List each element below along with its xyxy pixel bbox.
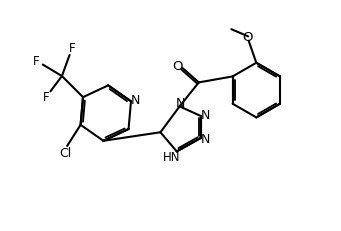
Text: F: F xyxy=(33,55,39,68)
Text: N: N xyxy=(201,133,210,146)
Text: O: O xyxy=(172,59,182,72)
Text: HN: HN xyxy=(163,151,181,164)
Text: N: N xyxy=(131,94,140,107)
Text: F: F xyxy=(43,91,50,104)
Text: N: N xyxy=(175,96,185,109)
Text: N: N xyxy=(201,109,210,122)
Text: O: O xyxy=(242,30,253,43)
Text: Cl: Cl xyxy=(59,146,71,159)
Text: F: F xyxy=(69,42,76,55)
